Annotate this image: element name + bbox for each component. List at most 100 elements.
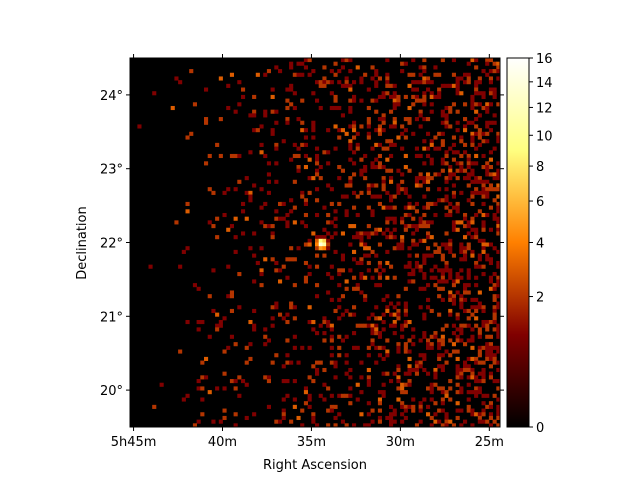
heatmap-pixel (333, 94, 338, 99)
heatmap-pixel (392, 275, 397, 280)
heatmap-pixel (459, 220, 464, 225)
heatmap-pixel (481, 375, 486, 380)
heatmap-pixel (389, 153, 394, 159)
heatmap-pixel (326, 246, 331, 251)
heatmap-pixel (477, 253, 482, 258)
heatmap-pixel (496, 275, 501, 280)
heatmap-pixel (455, 201, 460, 206)
heatmap-pixel (437, 198, 442, 203)
heatmap-pixel (481, 401, 486, 406)
heatmap-pixel (433, 65, 438, 70)
heatmap-pixel (281, 408, 286, 413)
heatmap-pixel (366, 423, 371, 428)
heatmap-pixel (451, 150, 456, 155)
heatmap-pixel (381, 205, 386, 210)
heatmap-pixel (496, 397, 501, 402)
heatmap-pixel (440, 198, 445, 203)
heatmap-pixel (463, 235, 468, 240)
heatmap-pixel (340, 83, 345, 88)
heatmap-pixel (414, 360, 419, 365)
heatmap-pixel (496, 227, 501, 232)
heatmap-pixel (451, 297, 456, 302)
heatmap-pixel (229, 72, 234, 77)
heatmap-pixel (222, 386, 227, 391)
heatmap-pixel (322, 331, 327, 336)
heatmap-pixel (466, 153, 471, 159)
heatmap-pixel (185, 209, 190, 214)
heatmap-pixel (485, 342, 490, 347)
heatmap-pixel (403, 187, 408, 192)
heatmap-pixel (340, 294, 345, 299)
heatmap-pixel (496, 260, 501, 266)
heatmap-pixel (455, 80, 460, 85)
heatmap-pixel (444, 415, 449, 421)
heatmap-pixel (385, 58, 390, 63)
heatmap-pixel (274, 305, 279, 310)
heatmap-pixel (455, 209, 460, 214)
heatmap-pixel (266, 161, 271, 166)
heatmap-pixel (359, 98, 364, 103)
heatmap-pixel (392, 216, 397, 221)
heatmap-pixel (455, 290, 460, 295)
heatmap-pixel (281, 139, 286, 144)
heatmap-pixel (440, 408, 445, 413)
heatmap-pixel (274, 268, 279, 273)
heatmap-pixel (407, 72, 412, 77)
heatmap-pixel (292, 105, 297, 111)
colorbar-tick-label: 4 (536, 237, 544, 252)
heatmap-pixel (278, 69, 283, 74)
heatmap-pixel (470, 161, 475, 166)
heatmap-pixel (463, 150, 468, 155)
heatmap-pixel (315, 294, 320, 299)
heatmap-pixel (233, 153, 238, 159)
heatmap-pixel (492, 61, 497, 66)
heatmap-pixel (329, 393, 334, 398)
y-axis-ticks: 20°21°22°23°24° (100, 89, 504, 399)
heatmap-pixel (285, 338, 290, 343)
heatmap-pixel (285, 120, 290, 125)
heatmap-pixel (463, 128, 468, 133)
heatmap-pixel (333, 72, 338, 77)
heatmap-pixel (418, 65, 423, 70)
heatmap-pixel (496, 161, 501, 166)
colorbar-tick-label: 10 (536, 129, 553, 144)
heatmap-pixel (488, 205, 493, 210)
heatmap-pixel (385, 249, 390, 254)
heatmap-pixel (281, 316, 286, 321)
heatmap-pixel (470, 297, 475, 302)
heatmap-pixel (459, 257, 464, 262)
heatmap-pixel (474, 179, 479, 184)
heatmap-pixel (440, 286, 445, 291)
heatmap-pixel (315, 283, 320, 288)
heatmap-pixel (300, 61, 305, 66)
heatmap-pixel (192, 283, 197, 288)
heatmap-pixel (477, 349, 482, 354)
heatmap-pixel (422, 238, 427, 243)
heatmap-pixel (459, 323, 464, 328)
heatmap-pixel (270, 360, 275, 365)
heatmap-pixel (429, 139, 434, 144)
heatmap-pixel (440, 139, 445, 144)
heatmap-pixel (315, 371, 320, 376)
heatmap-pixel (381, 312, 386, 317)
heatmap-pixel (448, 249, 453, 254)
heatmap-pixel (311, 231, 316, 236)
heatmap-pixel (496, 168, 501, 173)
heatmap-pixel (292, 153, 297, 159)
heatmap-pixel (459, 367, 464, 373)
heatmap-pixel (433, 72, 438, 77)
heatmap-pixel (318, 242, 323, 247)
heatmap-pixel (241, 201, 246, 206)
heatmap-pixel (348, 87, 353, 92)
heatmap-pixel (396, 294, 401, 299)
heatmap-pixel (377, 283, 382, 288)
heatmap-pixel (307, 190, 312, 195)
heatmap-pixel (359, 375, 364, 380)
heatmap-pixel (296, 72, 301, 77)
heatmap-pixel (448, 146, 453, 151)
heatmap-pixel (492, 91, 497, 96)
heatmap-pixel (311, 415, 316, 421)
heatmap-pixel (481, 227, 486, 232)
heatmap-pixel (215, 312, 220, 317)
heatmap-pixel (352, 161, 357, 166)
